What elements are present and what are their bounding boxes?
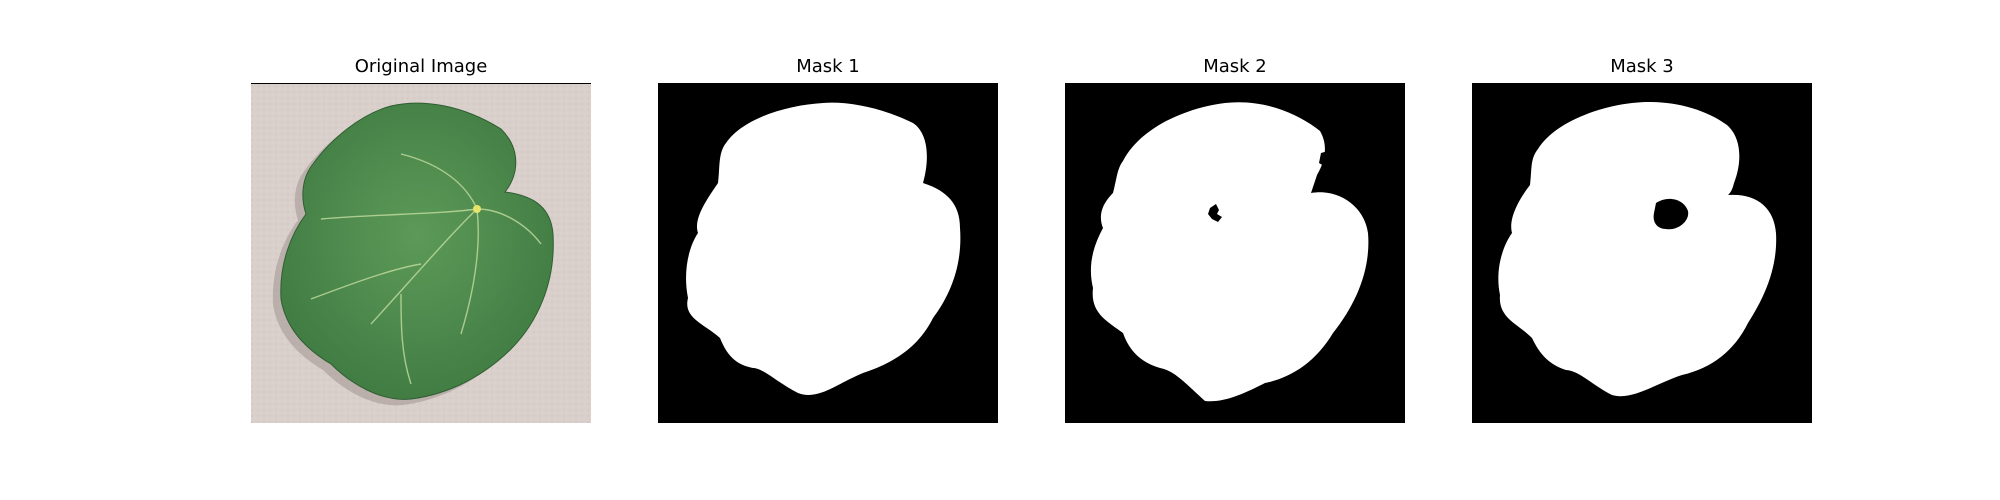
original-image-panel <box>251 83 591 423</box>
mask-1-shape <box>686 102 961 395</box>
mask-2-title: Mask 2 <box>1203 56 1267 77</box>
mask-3-shape <box>1498 101 1777 397</box>
mask-2-hole <box>1208 204 1222 222</box>
mask-1-panel <box>658 83 998 423</box>
mask-1-image <box>658 83 998 423</box>
leaf-photo <box>251 84 591 423</box>
mask-2-shape <box>1090 102 1369 402</box>
mask-2-notch <box>1319 149 1335 169</box>
mask-3-panel <box>1472 83 1812 423</box>
mask-3-title: Mask 3 <box>1610 56 1674 77</box>
mask-3-hole <box>1653 198 1689 230</box>
original-image-title: Original Image <box>354 56 488 77</box>
mask-2-image <box>1065 83 1405 423</box>
mask-3-image <box>1472 83 1812 423</box>
leaf-shape <box>280 102 554 400</box>
leaf-veins <box>310 153 542 385</box>
mask-1-title: Mask 1 <box>796 56 860 77</box>
mask-2-panel <box>1065 83 1405 423</box>
leaf-center <box>473 205 481 213</box>
